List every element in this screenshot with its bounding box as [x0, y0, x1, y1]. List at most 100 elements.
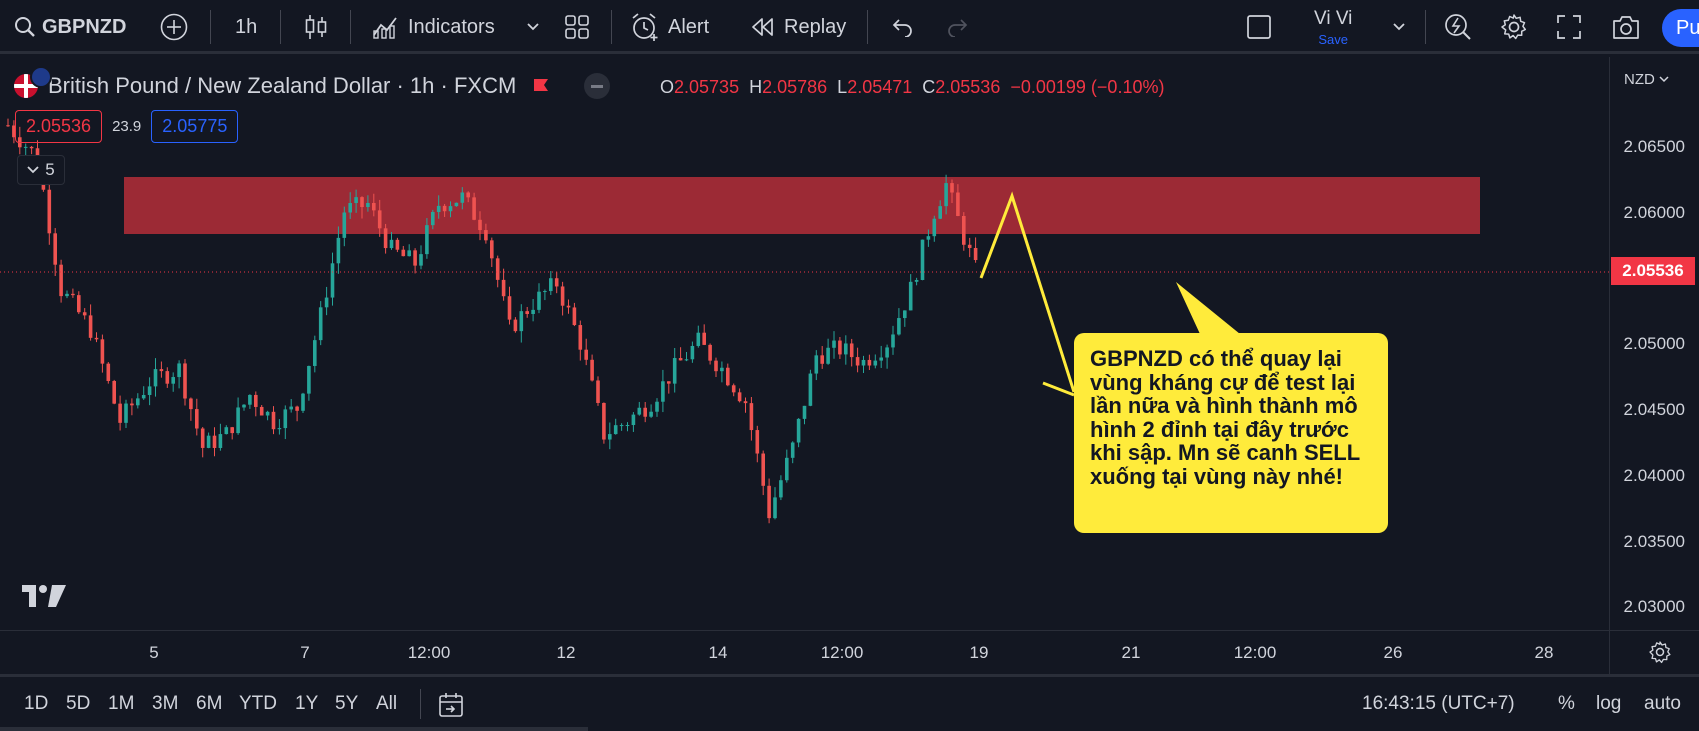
- candle-body: [549, 278, 553, 292]
- settings-button[interactable]: [1500, 0, 1528, 54]
- candle-body: [643, 407, 647, 417]
- time-tick: 12:00: [1233, 643, 1277, 662]
- tradingview-logo[interactable]: [22, 585, 66, 607]
- candle-body: [726, 367, 730, 386]
- candle-body: [124, 403, 128, 423]
- clock-timezone[interactable]: 16:43:15 (UTC+7): [1362, 693, 1515, 714]
- candle-body: [879, 357, 883, 361]
- candle-body: [200, 428, 205, 448]
- range-5d-button[interactable]: 5D: [66, 693, 91, 714]
- range-1y-button[interactable]: 1Y: [295, 693, 319, 714]
- range-all-button[interactable]: All: [376, 693, 398, 714]
- candle-body: [29, 146, 34, 149]
- quick-search-button[interactable]: [1444, 0, 1472, 54]
- candle-body: [354, 197, 358, 204]
- range-6m-button[interactable]: 6M: [196, 693, 223, 714]
- candle-body: [460, 192, 465, 203]
- range-3m-button[interactable]: 3M: [152, 693, 179, 714]
- time-scale[interactable]: 5 7 12:00 12 14 12:00 19 21 12:00 26 28: [0, 630, 1609, 674]
- buy-price-button[interactable]: 2.05775: [151, 110, 239, 143]
- price-scale[interactable]: NZD 2.06500 2.06000 2.05500 2.05000 2.04…: [1609, 57, 1699, 630]
- candle-body: [53, 233, 57, 265]
- minus-icon: [591, 84, 604, 88]
- candle-body: [690, 345, 695, 360]
- candle-body: [283, 409, 288, 429]
- candle-body: [65, 293, 69, 297]
- indicators-button[interactable]: Indicators: [372, 0, 495, 54]
- layout-dropdown[interactable]: [1392, 0, 1406, 54]
- callout-note[interactable]: GBPNZD có thể quay lại vùng kháng cự để …: [1074, 333, 1388, 533]
- candle-body: [236, 407, 240, 434]
- time-tick: 14: [708, 643, 728, 662]
- square-icon: [1247, 15, 1271, 39]
- chart-type-button[interactable]: [304, 0, 328, 54]
- symbol-search[interactable]: GBPNZD: [14, 0, 126, 54]
- currency-selector[interactable]: NZD: [1624, 71, 1669, 88]
- candle-body: [855, 357, 860, 366]
- range-1d-button[interactable]: 1D: [24, 693, 49, 714]
- candle-body: [920, 239, 925, 280]
- candle-body: [230, 427, 234, 434]
- indicators-dropdown[interactable]: [526, 0, 540, 54]
- top-toolbar: GBPNZD 1h Indicators Alert Replay Vi Vi: [0, 0, 1699, 54]
- chart-settings-gear-icon[interactable]: [1648, 640, 1672, 664]
- snapshot-button[interactable]: [1611, 0, 1641, 54]
- candle-body: [566, 305, 571, 308]
- candle-body: [183, 363, 187, 399]
- price-tick: 2.03000: [1623, 597, 1685, 616]
- undo-button[interactable]: [890, 0, 914, 54]
- candle-body: [832, 340, 836, 348]
- redo-button[interactable]: [946, 0, 970, 54]
- chart-pane[interactable]: [0, 57, 1609, 630]
- candle-body: [248, 394, 252, 405]
- range-5y-button[interactable]: 5Y: [335, 693, 359, 714]
- fullscreen-layout-button[interactable]: [1246, 0, 1272, 54]
- toolbar-divider: [611, 10, 612, 44]
- candle-body: [796, 418, 801, 443]
- layout-name-button[interactable]: Vi Vi Save: [1314, 0, 1352, 54]
- price-tick: 2.05000: [1623, 334, 1685, 353]
- candle-body: [596, 380, 600, 403]
- save-label[interactable]: Save: [1318, 31, 1349, 47]
- candle-body: [419, 254, 423, 266]
- replay-button[interactable]: Replay: [750, 0, 846, 54]
- candle-body: [826, 347, 830, 364]
- collapse-legend-button[interactable]: [584, 73, 611, 99]
- candle-body: [165, 371, 170, 384]
- interval-button[interactable]: 1h: [235, 0, 257, 54]
- alert-button[interactable]: Alert: [630, 0, 709, 54]
- go-to-date-icon[interactable]: [437, 691, 465, 719]
- candle-body: [773, 497, 777, 519]
- alarm-clock-icon: [632, 13, 658, 41]
- publish-button[interactable]: Pu: [1662, 9, 1699, 47]
- indicators-toggle-button[interactable]: 5: [17, 155, 65, 185]
- fullscreen-button[interactable]: [1556, 0, 1582, 54]
- candle-body: [802, 405, 807, 419]
- candle-body: [377, 210, 382, 229]
- candle-body: [649, 411, 653, 417]
- range-1m-button[interactable]: 1M: [108, 693, 135, 714]
- candle-body: [466, 192, 470, 198]
- candle-body: [808, 373, 813, 406]
- sell-price-button[interactable]: 2.05536: [15, 110, 103, 143]
- auto-scale-toggle[interactable]: auto: [1644, 693, 1681, 714]
- resistance-zone[interactable]: [124, 177, 1480, 234]
- ohlc-open: O2.05735: [660, 77, 740, 97]
- red-flag-icon[interactable]: [532, 77, 550, 95]
- horizontal-scrollbar[interactable]: [0, 727, 588, 731]
- time-tick: 21: [1121, 643, 1141, 662]
- candlestick-chart[interactable]: [0, 57, 1609, 630]
- candle-body: [631, 414, 636, 426]
- percent-scale-toggle[interactable]: %: [1558, 693, 1575, 714]
- candle-body: [696, 332, 701, 346]
- time-tick: 5: [149, 643, 159, 662]
- ohlc-high: H2.05786: [749, 77, 828, 97]
- layout-button[interactable]: [564, 0, 590, 54]
- compare-symbol-button[interactable]: [160, 0, 188, 54]
- projection-path[interactable]: [979, 191, 1076, 393]
- log-scale-toggle[interactable]: log: [1596, 693, 1622, 714]
- candle-body: [265, 411, 270, 416]
- candle-body: [967, 244, 972, 248]
- symbol-description[interactable]: British Pound / New Zealand Dollar · 1h …: [48, 73, 517, 98]
- range-ytd-button[interactable]: YTD: [239, 693, 277, 714]
